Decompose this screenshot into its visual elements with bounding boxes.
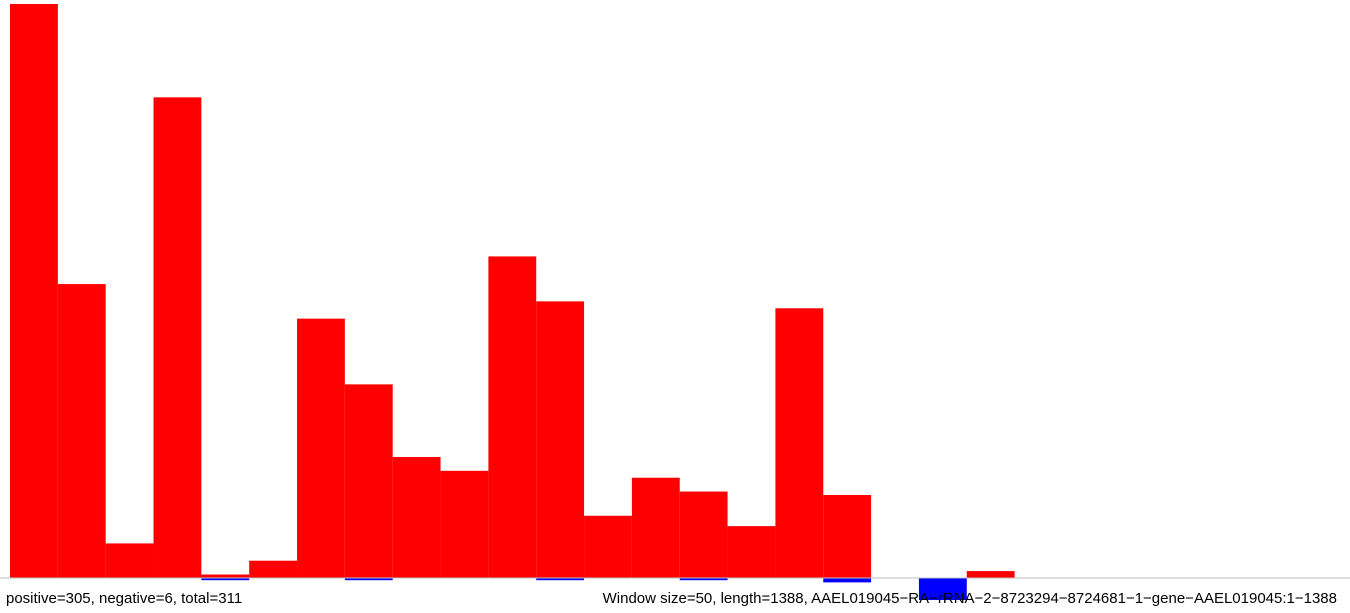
positive-bar-16	[775, 308, 824, 578]
positive-bar-7	[344, 384, 393, 578]
negative-bar-14	[679, 578, 728, 581]
negative-bar-4	[201, 578, 250, 581]
negative-bar-17	[823, 578, 872, 583]
positive-bar-20	[966, 571, 1015, 578]
positive-bar-17	[823, 495, 872, 578]
positive-bar-3	[153, 97, 202, 579]
caption-window-info: Window size=50, length=1388, AAEL019045−…	[603, 590, 1337, 607]
positive-bar-13	[631, 477, 680, 578]
negative-bar-19	[918, 578, 967, 600]
positive-bar-14	[679, 491, 728, 578]
positive-bar-12	[584, 515, 632, 578]
positive-bar-1	[57, 284, 106, 578]
positive-bar-11	[536, 301, 585, 578]
positive-bar-4	[201, 574, 250, 578]
caption-totals: positive=305, negative=6, total=311	[6, 590, 242, 607]
positive-bar-15	[727, 526, 776, 578]
negative-bar-7	[344, 578, 393, 581]
positive-bar-0	[10, 4, 58, 578]
bars-group	[10, 4, 1015, 600]
negative-bar-11	[536, 578, 585, 581]
positive-bar-8	[392, 456, 441, 578]
positive-bar-9	[440, 470, 489, 578]
positive-bar-10	[488, 256, 537, 578]
positive-bar-5	[249, 560, 298, 578]
positive-bar-2	[105, 543, 154, 578]
positive-bar-6	[297, 318, 345, 578]
